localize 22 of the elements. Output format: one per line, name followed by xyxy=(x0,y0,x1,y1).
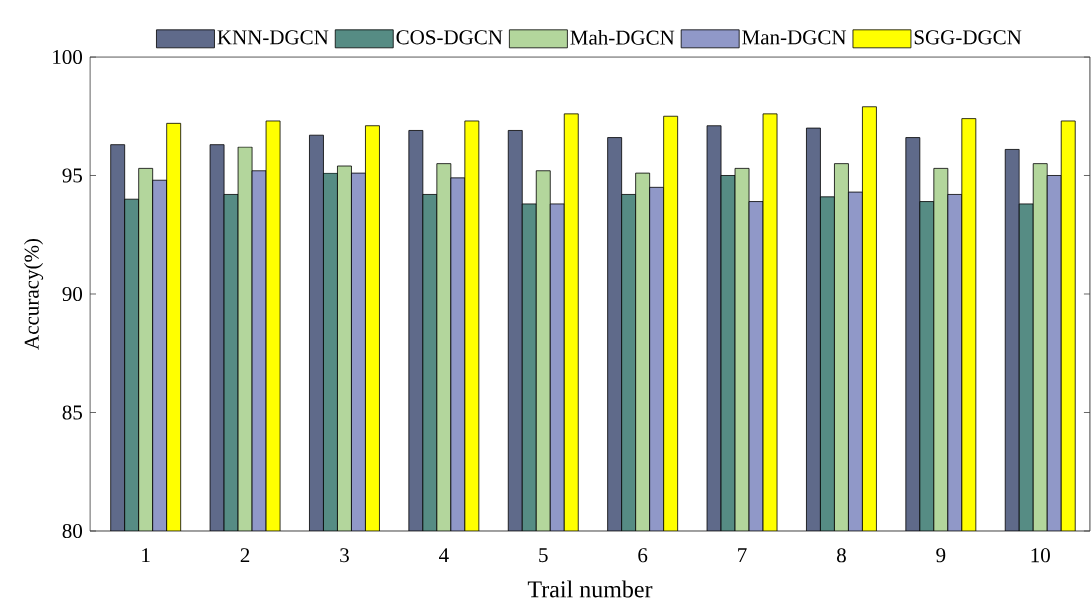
y-tick-label: 90 xyxy=(62,286,83,302)
legend-label: KNN-DGCN xyxy=(217,30,329,45)
x-tick-label: 10 xyxy=(1031,548,1050,563)
x-tick-label: 2 xyxy=(240,548,250,563)
x-tick-label: 5 xyxy=(539,548,548,563)
legend-label: Man-DGCN xyxy=(742,30,847,45)
x-axis-title: Trail number xyxy=(527,580,653,598)
legend-label: COS-DGCN xyxy=(396,30,503,45)
x-tick-label: 4 xyxy=(439,548,449,563)
x-tick-label: 3 xyxy=(340,548,349,563)
y-tick-label: 85 xyxy=(62,405,82,420)
legend-label: SGG-DGCN xyxy=(914,30,1022,45)
y-tick-label: 95 xyxy=(62,168,82,183)
y-tick-label: 80 xyxy=(62,523,83,539)
y-axis-title: Accuracy(%) xyxy=(24,238,44,350)
x-tick-label: 1 xyxy=(142,548,150,563)
y-tick-label: 100 xyxy=(53,49,83,65)
x-tick-label: 7 xyxy=(738,548,747,562)
x-tick-label: 9 xyxy=(936,548,946,563)
legend-label: Mah-DGCN xyxy=(570,29,675,45)
x-tick-label: 6 xyxy=(638,548,648,563)
x-tick-label: 8 xyxy=(836,548,846,563)
